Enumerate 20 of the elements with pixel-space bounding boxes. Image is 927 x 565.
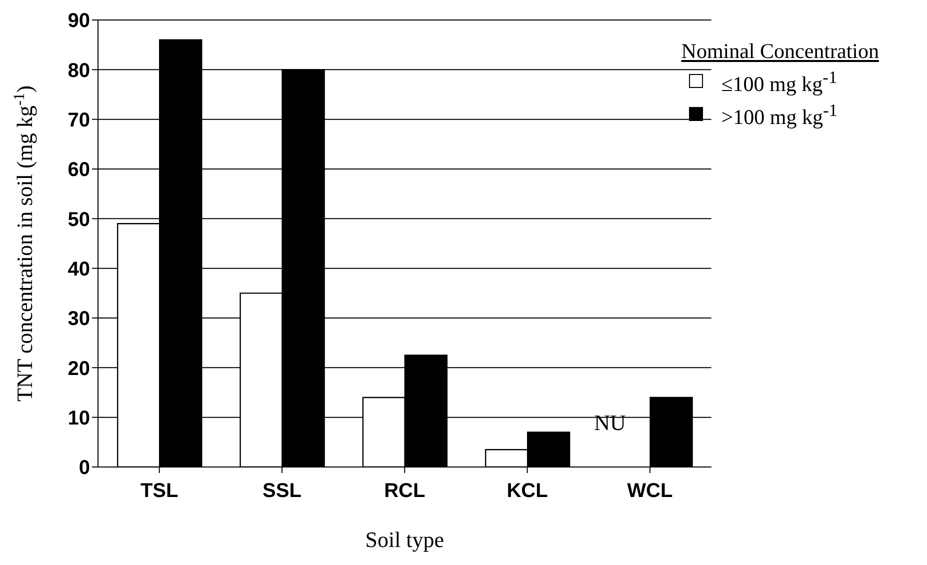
y-tick-label: 50 (68, 208, 90, 231)
y-tick-label: 20 (68, 358, 90, 380)
x-tick-label: SSL (262, 480, 302, 502)
y-tick-label: 30 (68, 308, 90, 330)
x-tick-label: KCL (506, 480, 548, 502)
legend-label: ≤100 mg kg$^{-1}$ (721, 66, 838, 97)
legend-label: >100 mg kg$^{-1}$ (721, 99, 838, 130)
x-tick-label: WCL (627, 480, 673, 502)
x-tick-label: TSL (140, 480, 178, 502)
legend-title: Nominal Concentration (681, 39, 879, 63)
x-tick-label: RCL (384, 480, 426, 502)
x-axis-title: Soil type (365, 527, 444, 552)
annotation: NU (594, 410, 626, 436)
y-tick-label: 90 (68, 10, 90, 32)
y-tick-label: 70 (68, 109, 90, 132)
y-tick-label: 10 (68, 407, 90, 430)
y-tick-label: 80 (68, 60, 90, 82)
y-tick-label: 60 (68, 159, 90, 182)
y-tick-label: 40 (68, 258, 90, 280)
y-tick-label: 0 (78, 457, 90, 480)
